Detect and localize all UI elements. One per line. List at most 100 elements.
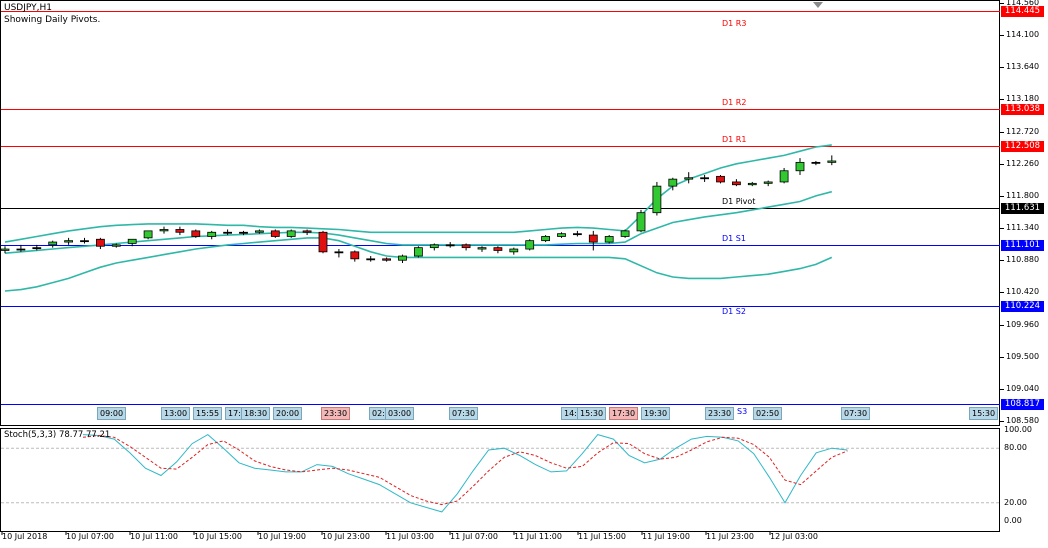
date-axis-label: 10 Jul 2018 [2, 532, 48, 541]
time-label: 15:55 [193, 407, 223, 420]
candle-body [350, 251, 360, 260]
price-tick-mark [1000, 3, 1004, 4]
candle-body [80, 240, 89, 243]
symbol-title: USDJPY,H1 [4, 3, 52, 13]
price-tick-label: 110.880 [1006, 255, 1040, 265]
candle-body [636, 212, 646, 232]
price-tick-mark [1000, 324, 1004, 326]
price-tick-mark [1000, 421, 1004, 422]
candle-body [493, 247, 503, 251]
candle-body [207, 231, 217, 237]
candle-body [0, 248, 10, 251]
stoch-tick-label: 80.00 [1004, 443, 1027, 453]
candle-body [286, 230, 296, 237]
candle-body [429, 244, 439, 249]
price-tick-mark [1000, 356, 1004, 358]
date-axis-label: 11 Jul 23:00 [706, 532, 754, 541]
candle-body [64, 240, 73, 243]
candle-body [413, 247, 423, 257]
candle-body [223, 231, 233, 234]
candle-body [239, 231, 248, 234]
price-badge: 112.508 [1001, 141, 1044, 152]
candle-body [366, 258, 376, 261]
time-label: 20:00 [273, 407, 303, 420]
price-tick-label: 112.720 [1006, 126, 1040, 136]
price-badge: 111.631 [1001, 203, 1044, 214]
candle-body [588, 234, 598, 243]
candle-body [302, 230, 312, 233]
candle-body [557, 233, 566, 237]
price-tick-mark [1000, 131, 1004, 133]
date-axis-label: 11 Jul 03:00 [386, 532, 434, 541]
candle-body [16, 248, 26, 251]
price-tick-mark [1000, 35, 1004, 37]
candle-body [382, 258, 392, 261]
price-tick-label: 113.640 [1006, 62, 1040, 72]
time-label: 13:00 [161, 407, 191, 420]
stoch-tick-label: 100.00 [1004, 425, 1032, 434]
candle-body [254, 230, 264, 233]
price-tick-mark [1000, 195, 1004, 197]
pivot-label: S3 [737, 407, 748, 416]
pivot-label: D1 R2 [722, 98, 747, 107]
price-badge: 108.817 [1001, 399, 1044, 410]
price-tick-mark [1000, 67, 1004, 69]
candle-body [620, 230, 630, 237]
stoch-signal-line [82, 434, 848, 506]
price-tick-label: 113.180 [1006, 94, 1040, 104]
time-label: 17: [225, 407, 244, 420]
stoch-main-line [82, 433, 848, 513]
candle-body [334, 251, 344, 254]
stoch-tick-label: 20.00 [1004, 497, 1027, 507]
time-label: 23:30 [321, 407, 351, 420]
candle-body [668, 178, 678, 187]
price-badge: 114.445 [1001, 6, 1044, 17]
price-badge: 110.224 [1001, 301, 1044, 312]
date-axis-label: 11 Jul 07:00 [450, 532, 498, 541]
stochastic-pane[interactable] [0, 428, 1000, 532]
price-badge: 111.101 [1001, 240, 1044, 251]
candle-body [96, 238, 105, 247]
date-axis-label: 10 Jul 23:00 [322, 532, 370, 541]
candle-body [827, 160, 837, 163]
candle-body [732, 181, 741, 186]
bollinger-upper-band [4, 144, 832, 243]
candle-body [143, 230, 153, 239]
candle-body [684, 177, 694, 180]
candle-body [763, 181, 773, 184]
time-label: 07:30 [841, 407, 871, 420]
candle-body [811, 161, 821, 164]
candle-body [48, 241, 58, 246]
candle-body [509, 248, 519, 253]
pivot-note: Showing Daily Pivots. [4, 15, 101, 25]
date-axis-label: 11 Jul 19:00 [642, 532, 690, 541]
price-tick-mark [1000, 99, 1004, 101]
candle-body [573, 233, 582, 236]
time-label: 18:30 [241, 407, 271, 420]
date-axis-label: 10 Jul 07:00 [66, 532, 114, 541]
candle-body [525, 240, 535, 250]
price-tick-label: 108.580 [1006, 416, 1040, 425]
candle-body [461, 244, 471, 249]
time-label: 19:30 [641, 407, 671, 420]
candle-body [159, 229, 169, 232]
time-label: 03:00 [385, 407, 415, 420]
candle-body [747, 182, 757, 186]
candle-body [652, 185, 662, 214]
chart-shift-marker-icon[interactable] [813, 2, 823, 8]
price-tick-label: 114.560 [1006, 0, 1040, 7]
candle-body [477, 247, 487, 250]
time-label: 02: [369, 407, 388, 420]
price-tick-label: 111.340 [1006, 223, 1040, 233]
pivot-label: D1 S2 [722, 307, 746, 316]
price-tick-label: 109.960 [1006, 319, 1040, 329]
date-axis-label: 12 Jul 03:00 [770, 532, 818, 541]
candle-body [318, 231, 328, 253]
candle-body [127, 238, 137, 244]
candle-body [32, 247, 42, 250]
price-chart-pane[interactable] [0, 0, 1000, 426]
candle-body [398, 255, 407, 261]
date-axis-label: 11 Jul 15:00 [578, 532, 626, 541]
time-label: 15:30 [577, 407, 607, 420]
price-tick-mark [1000, 388, 1004, 390]
